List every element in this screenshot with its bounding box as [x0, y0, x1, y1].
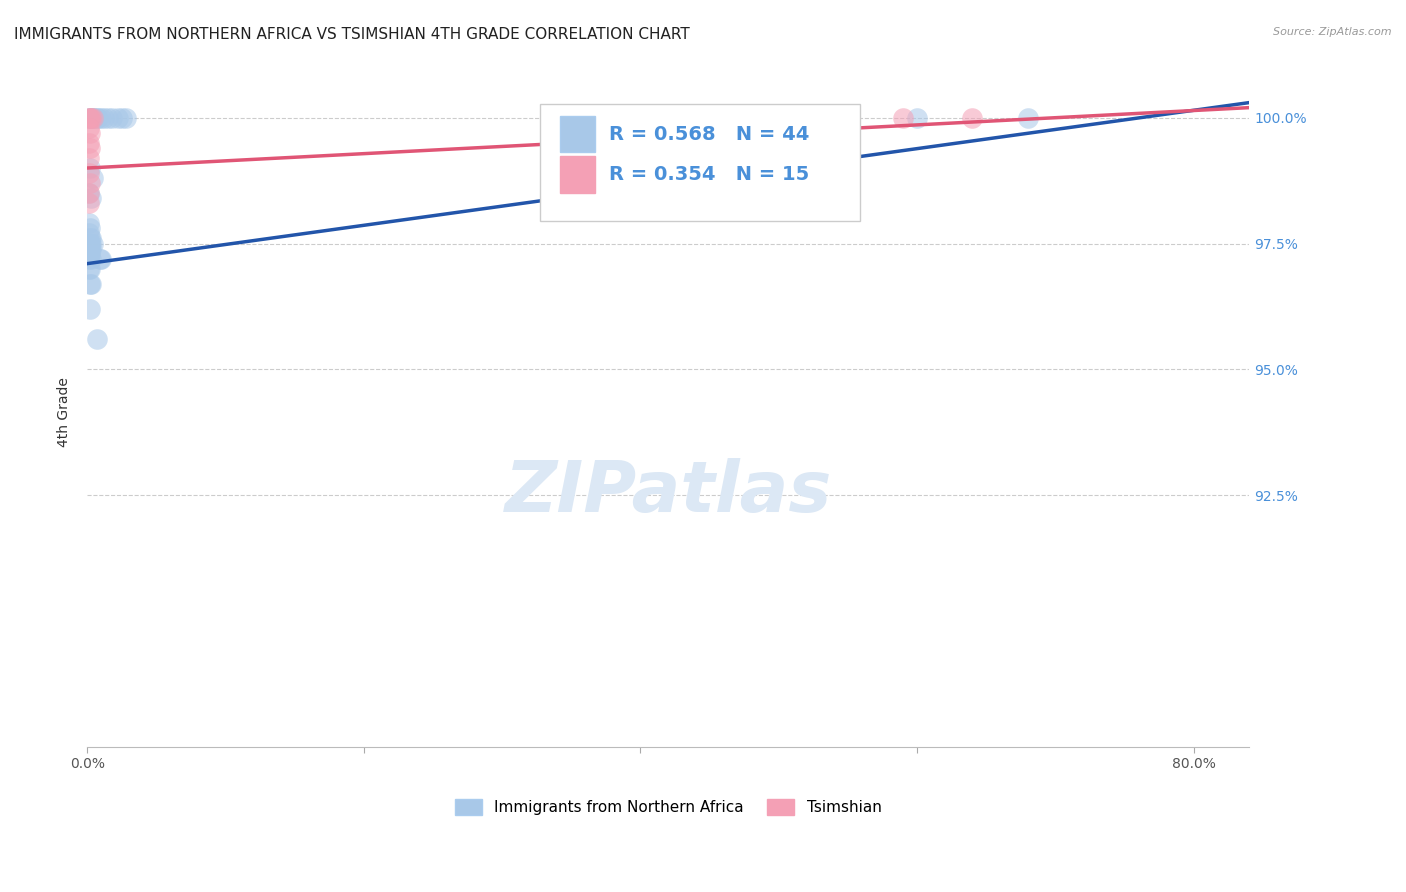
- Point: [82, 111, 104, 125]
- Point: [82, 171, 104, 186]
- Point: [905, 111, 928, 125]
- Point: [77, 166, 100, 180]
- Point: [962, 111, 984, 125]
- Point: [77, 236, 100, 251]
- Point: [115, 111, 138, 125]
- Point: [89, 252, 111, 266]
- Text: R = 0.354   N = 15: R = 0.354 N = 15: [609, 165, 808, 184]
- Point: [77, 186, 100, 201]
- Point: [83, 111, 105, 125]
- FancyBboxPatch shape: [560, 116, 595, 153]
- Point: [77, 261, 100, 276]
- Point: [80, 242, 103, 256]
- Text: IMMIGRANTS FROM NORTHERN AFRICA VS TSIMSHIAN 4TH GRADE CORRELATION CHART: IMMIGRANTS FROM NORTHERN AFRICA VS TSIMS…: [14, 27, 690, 42]
- Point: [111, 111, 134, 125]
- Point: [107, 111, 129, 125]
- Point: [77, 196, 100, 211]
- Point: [77, 216, 100, 230]
- Point: [80, 236, 103, 251]
- Point: [79, 141, 101, 155]
- Point: [79, 161, 101, 175]
- Point: [93, 111, 115, 125]
- Point: [82, 236, 104, 251]
- Point: [79, 126, 101, 140]
- Text: R = 0.568   N = 44: R = 0.568 N = 44: [609, 125, 810, 144]
- Point: [79, 176, 101, 190]
- Point: [86, 332, 108, 346]
- Point: [77, 242, 100, 256]
- Point: [79, 221, 101, 235]
- Point: [90, 111, 112, 125]
- Point: [79, 231, 101, 245]
- Point: [80, 277, 103, 291]
- Point: [79, 301, 101, 316]
- Point: [80, 252, 103, 266]
- Point: [77, 111, 100, 125]
- Point: [79, 277, 101, 291]
- Point: [80, 231, 103, 245]
- Point: [77, 186, 100, 201]
- FancyBboxPatch shape: [540, 104, 860, 221]
- Point: [79, 111, 101, 125]
- Point: [90, 252, 112, 266]
- Point: [79, 236, 101, 251]
- Text: Source: ZipAtlas.com: Source: ZipAtlas.com: [1274, 27, 1392, 37]
- Point: [79, 111, 101, 125]
- Point: [891, 111, 914, 125]
- Point: [79, 261, 101, 276]
- Point: [77, 120, 100, 135]
- Point: [77, 136, 100, 150]
- Point: [77, 246, 100, 260]
- Point: [80, 111, 103, 125]
- Point: [86, 111, 108, 125]
- Text: ZIPatlas: ZIPatlas: [505, 458, 832, 527]
- Y-axis label: 4th Grade: 4th Grade: [58, 377, 72, 447]
- Point: [82, 111, 104, 125]
- Point: [77, 151, 100, 165]
- Point: [80, 191, 103, 205]
- Point: [87, 111, 110, 125]
- Point: [97, 111, 120, 125]
- Legend: Immigrants from Northern Africa, Tsimshian: Immigrants from Northern Africa, Tsimshi…: [447, 791, 889, 822]
- Point: [79, 242, 101, 256]
- Point: [80, 111, 103, 125]
- Point: [77, 227, 100, 241]
- Point: [101, 111, 124, 125]
- FancyBboxPatch shape: [560, 156, 595, 193]
- Point: [79, 246, 101, 260]
- Point: [77, 111, 100, 125]
- Point: [77, 252, 100, 266]
- Point: [1017, 111, 1039, 125]
